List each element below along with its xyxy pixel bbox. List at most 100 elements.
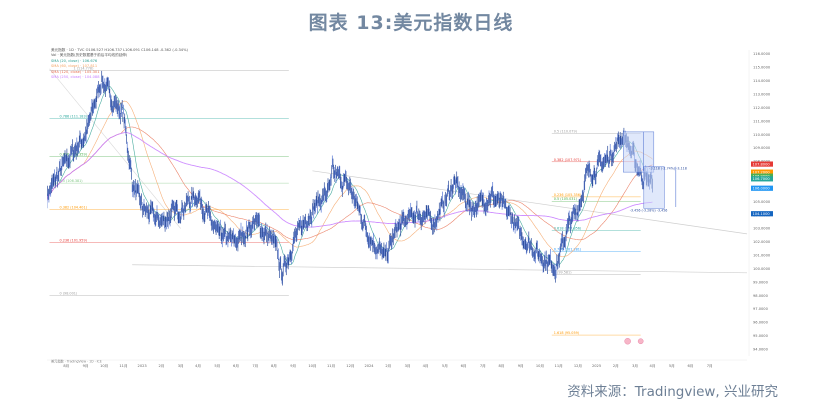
y-tick-label: 100.0000 [753,267,771,271]
x-tick-label: 2023 [138,364,147,368]
x-tick-label: 5月 [214,363,220,368]
legend-line-5: SMA (250, close) · 104.088 [51,75,100,80]
trendline-2 [312,170,748,235]
trendline-3 [132,264,748,274]
chart-title: 图表 13:美元指数日线 [308,12,514,34]
x-tick-label: 4月 [650,363,656,368]
y-tick-label: 109.0000 [753,146,771,150]
trendline-1 [49,68,181,229]
event-marker [637,338,644,345]
fib-level-label: 0 (98.001) [59,292,77,296]
x-tick-label: 2月 [158,363,164,368]
x-tick-label: 9月 [290,363,296,368]
y-tick-label: 97.0000 [753,307,769,311]
legend-line-2: SMA (20, close) · 106.676 [51,58,98,63]
x-tick-label: 2024 [364,364,374,368]
y-tick-label: 111.0000 [753,119,771,123]
fib-level-label: 0.382 (104.401) [59,206,87,210]
range-box-lower [643,166,665,209]
legend-line-4: SMA (120, close) · 105.301 [51,69,100,74]
chart-area[interactable]: 1 (114.778)0.786 (111.183)0.618 (108.359… [47,46,785,372]
y-tick-label: 95.0000 [753,334,769,338]
x-tick-label: 10月 [308,363,316,368]
fib2-level-label: 0.236 (105.356) [554,193,582,197]
x-tick-label: 7月 [707,363,713,368]
x-tick-label: 11月 [555,363,563,368]
x-tick-label: 7月 [252,363,258,368]
x-tick-label: 4月 [195,363,201,368]
x-tick-label: 11月 [119,363,127,368]
x-tick-label: 5月 [442,363,448,368]
moving-average-line [47,132,653,228]
y-tick-label: 114.0000 [753,79,771,83]
x-tick-label: 2025 [592,364,601,368]
x-tick-label: 9月 [83,363,89,368]
y-tick-label: 101.0000 [753,254,771,258]
y-tick-label: 103.0000 [753,227,771,231]
x-tick-label: 3月 [178,363,184,368]
y-tick-label: 94.0000 [753,347,769,351]
event-marker [624,338,631,345]
price-label-text: 106.7000 [753,177,771,181]
y-tick-label: 112.0000 [753,106,771,110]
moving-average-line [47,126,653,241]
chart-footer-text: 美元指数 · TradingView · 1D · ICE [51,359,102,364]
chart-svg[interactable]: 1 (114.778)0.786 (111.183)0.618 (108.359… [47,46,785,372]
range-annotation-label: -3.118 (-2.74%) -3,118 [649,166,687,170]
fib2-level-label: 1.618 (95.059) [554,331,580,335]
price-label-text: 107.2000 [753,170,771,174]
y-tick-label: 110.0000 [753,133,771,137]
x-tick-label: 4月 [423,363,429,368]
price-label-box [751,185,773,191]
x-tick-label: 10月 [100,363,108,368]
x-tick-label: 10月 [536,363,544,368]
y-tick-label: 115.0000 [753,66,771,70]
y-tick-label: 96.0000 [753,321,769,325]
fib-level-label: 0.786 (111.183) [59,115,87,119]
chart-legend: 美元指数 · 1D · TVC O106.527 H106.737 L106.0… [51,48,188,80]
x-tick-label: 3月 [632,363,638,368]
price-label-text: 104.1000 [753,212,771,216]
y-tick-label: 113.0000 [753,92,771,96]
x-tick-label: 8月 [63,363,69,368]
price-label-box [751,169,773,175]
x-tick-label: 8月 [498,363,504,368]
price-label-box [751,161,773,167]
x-tick-label: 9月 [518,363,524,368]
fib2-level-label: 0.5 (105.031) [554,197,578,201]
x-tick-label: 8月 [271,363,277,368]
fib2-level-label: 0.5 (110.079) [554,129,578,133]
fib2-level-label: 0.786 (101.281) [554,248,582,252]
range-annotation-label: -3.456 (-3.28%) -3,456 [630,208,668,212]
y-tick-label: 99.0000 [753,280,769,284]
fib-level-label: 0.236 (101.959) [59,238,87,242]
x-tick-label: 6月 [687,363,693,368]
fib-level-label: 1 (114.778) [73,66,94,70]
y-tick-label: 102.0000 [753,240,771,244]
y-tick-label: 116.0000 [753,52,771,56]
price-label-box [751,176,773,182]
x-tick-label: 12月 [346,363,354,368]
price-label-box [751,173,773,179]
x-tick-label: 12月 [574,363,582,368]
price-label-text: 106.0000 [753,187,771,191]
legend-line-0: 美元指数 · 1D · TVC O106.527 H106.737 L106.0… [51,48,188,52]
x-tick-label: 3月 [405,363,411,368]
range-box-upper [623,131,655,173]
legend-line-1: Vol · 美元指数(历史数据基于前后平均线的延伸) [51,53,128,58]
legend-line-3: SMA (60, close) · 107.811 [51,64,98,69]
x-tick-label: 11月 [327,363,335,368]
x-tick-label: 2月 [613,363,619,368]
x-tick-label: 2月 [385,363,391,368]
price-label-box [751,211,773,217]
x-tick-label: 6月 [233,363,239,368]
y-tick-label: 105.0000 [753,200,771,204]
source-note: 资料来源：Tradingview, 兴业研究 [567,384,778,400]
x-tick-label: 7月 [480,363,486,368]
price-label-text: 107.8000 [753,162,771,166]
fib-level-label: 0.5 (106.381) [59,179,83,183]
x-tick-label: 6月 [461,363,467,368]
y-tick-label: 98.0000 [753,294,769,298]
x-tick-label: 5月 [669,363,675,368]
fib2-level-label: 1 (99.581) [554,270,572,274]
